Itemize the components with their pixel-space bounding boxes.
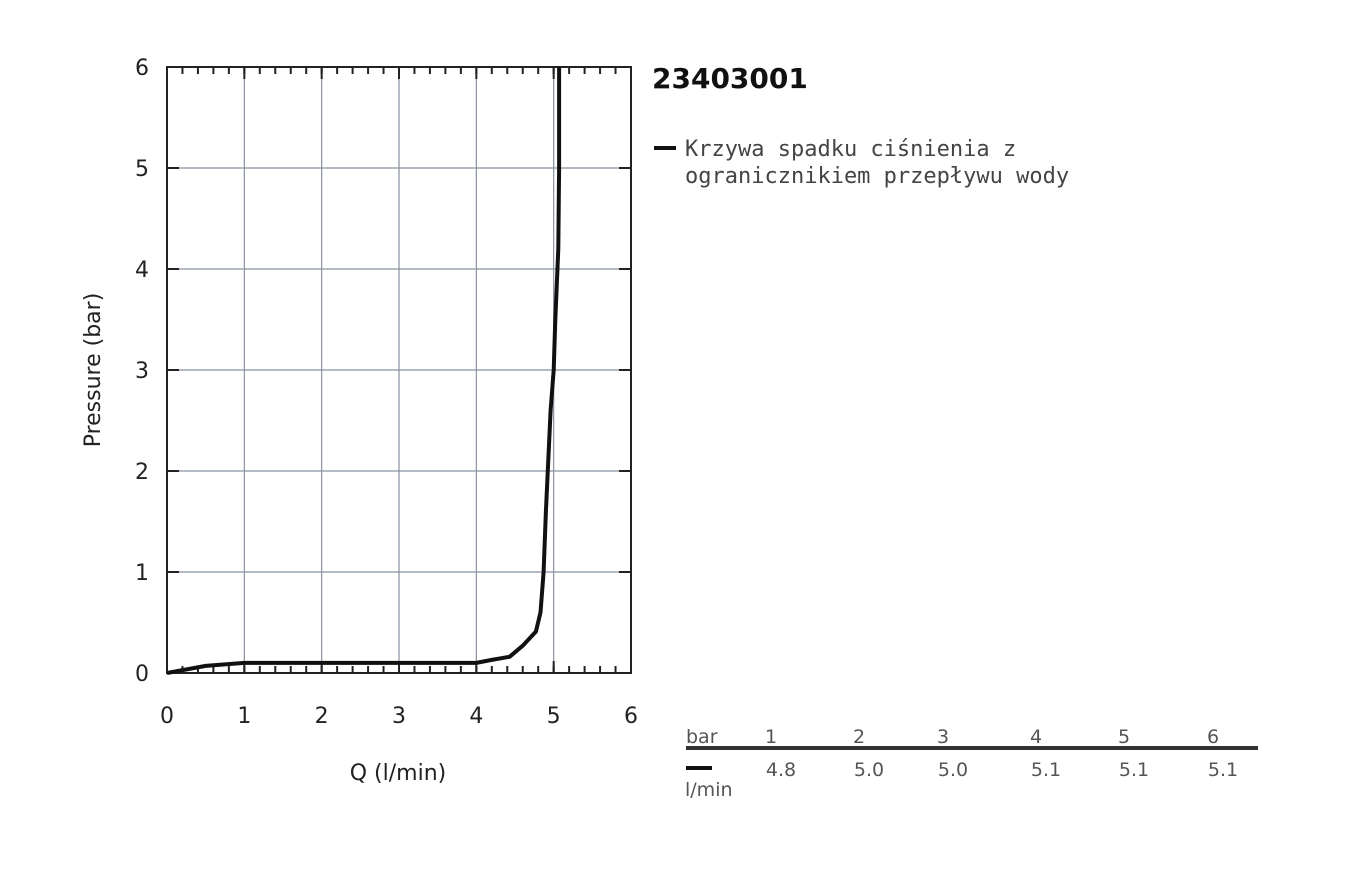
x-tick-label: 4 bbox=[469, 704, 483, 729]
x-axis-label: Q (l/min) bbox=[350, 761, 447, 786]
table-pressure-cell: 5 bbox=[1118, 726, 1130, 748]
y-tick-label: 5 bbox=[135, 157, 149, 182]
summary-table: bar l/min 1 2 3 4 5 6 4.8 5.0 5.0 5.1 5.1 5.1 bbox=[685, 726, 1258, 801]
table-flow-cell: 5.0 bbox=[938, 759, 968, 781]
y-tick-label: 2 bbox=[135, 460, 149, 485]
tick-labels: 0 1 2 3 4 5 6 0 1 2 3 4 5 6 bbox=[135, 56, 638, 729]
y-tick-label: 4 bbox=[135, 258, 149, 283]
x-tick-label: 2 bbox=[315, 704, 329, 729]
series-line bbox=[166, 67, 562, 675]
legend-label-line1: Krzywa spadku ciśnienia z bbox=[685, 137, 1016, 162]
table-header-unit: bar bbox=[686, 726, 718, 748]
chart-title: 23403001 bbox=[652, 62, 808, 95]
table-row-unit: l/min bbox=[685, 779, 733, 801]
table-flow-cell: 5.1 bbox=[1119, 759, 1149, 781]
table-pressure-cell: 3 bbox=[937, 726, 949, 748]
table-flow-cell: 5.1 bbox=[1031, 759, 1061, 781]
x-tick-label: 0 bbox=[160, 704, 174, 729]
x-tick-label: 6 bbox=[624, 704, 638, 729]
table-pressure-cell: 1 bbox=[765, 726, 777, 748]
y-tick-label: 3 bbox=[135, 359, 149, 384]
table-flow-cell: 4.8 bbox=[766, 759, 796, 781]
x-tick-label: 3 bbox=[392, 704, 406, 729]
table-flow-cell: 5.0 bbox=[854, 759, 884, 781]
y-tick-label: 6 bbox=[135, 56, 149, 81]
y-tick-label: 0 bbox=[135, 662, 149, 687]
plot-frame bbox=[166, 66, 632, 674]
legend-label-line2: ogranicznikiem przepływu wody bbox=[685, 164, 1069, 189]
table-pressure-cell: 2 bbox=[853, 726, 865, 748]
y-axis-label: Pressure (bar) bbox=[81, 293, 106, 448]
grid bbox=[167, 67, 631, 673]
x-tick-label: 5 bbox=[547, 704, 561, 729]
x-tick-label: 1 bbox=[237, 704, 251, 729]
table-flow-cell: 5.1 bbox=[1208, 759, 1238, 781]
y-tick-label: 1 bbox=[135, 561, 149, 586]
table-pressure-cell: 6 bbox=[1207, 726, 1219, 748]
table-pressure-cell: 4 bbox=[1030, 726, 1042, 748]
